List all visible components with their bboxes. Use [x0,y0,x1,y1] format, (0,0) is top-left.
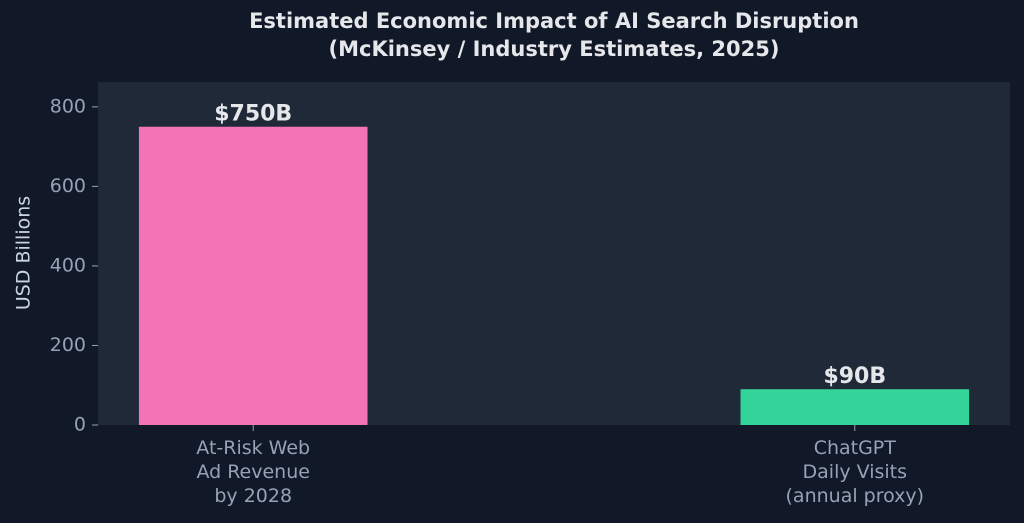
y-axis-label: USD Billions [13,196,35,310]
x-tick-label: ChatGPT Daily Visits (annual proxy) [786,437,925,507]
value-label: $750B [214,102,292,127]
value-label: $90B [823,364,886,389]
y-tick-label: 0 [74,414,86,436]
bar [740,389,970,425]
y-tick-label: 400 [50,254,86,276]
y-tick-label: 200 [50,334,86,356]
bar [138,126,368,425]
y-tick-label: 800 [50,95,86,117]
chart-title: Estimated Economic Impact of AI Search D… [249,9,859,61]
y-tick-label: 600 [50,175,86,197]
x-tick-label: At-Risk Web Ad Revenue by 2028 [196,437,310,507]
